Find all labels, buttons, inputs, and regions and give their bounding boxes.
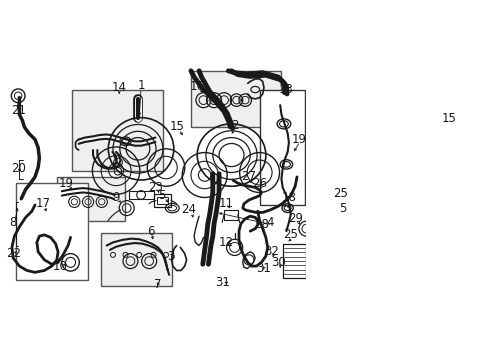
- Text: 20: 20: [11, 162, 25, 175]
- Text: 10: 10: [52, 260, 67, 273]
- Text: 15: 15: [440, 112, 455, 125]
- Text: 27: 27: [241, 170, 256, 183]
- Text: 5: 5: [158, 189, 165, 202]
- Bar: [128, 191, 153, 199]
- Bar: [101, 233, 172, 286]
- Text: 32: 32: [264, 245, 279, 258]
- Text: 3: 3: [166, 249, 174, 262]
- Text: 17: 17: [36, 197, 51, 210]
- Text: 25: 25: [333, 187, 347, 200]
- Text: 26: 26: [252, 177, 266, 190]
- Text: 29: 29: [287, 212, 302, 225]
- Text: 31: 31: [256, 262, 271, 275]
- Text: 28: 28: [253, 219, 268, 231]
- Text: 19: 19: [291, 133, 306, 146]
- Bar: [337, 204, 361, 238]
- Bar: [153, 194, 171, 207]
- Text: 4: 4: [266, 216, 273, 229]
- Bar: [259, 90, 304, 205]
- Text: 7: 7: [154, 278, 162, 291]
- Text: 23: 23: [148, 181, 163, 194]
- Bar: [57, 177, 125, 221]
- Text: 16: 16: [189, 80, 204, 93]
- Bar: [282, 244, 306, 278]
- Bar: [72, 90, 163, 171]
- Text: 12: 12: [219, 236, 234, 249]
- Bar: [224, 210, 237, 220]
- Bar: [191, 71, 281, 127]
- Text: 21: 21: [11, 104, 25, 117]
- Text: 15: 15: [169, 121, 183, 134]
- Text: 1: 1: [137, 79, 144, 92]
- Text: 22: 22: [6, 247, 20, 260]
- Text: 19: 19: [59, 177, 74, 190]
- Text: 18: 18: [281, 191, 296, 204]
- Bar: [16, 183, 88, 280]
- Text: 25: 25: [283, 228, 298, 242]
- Text: 11: 11: [219, 197, 234, 210]
- Text: 31: 31: [214, 276, 229, 289]
- Bar: [156, 198, 167, 204]
- Text: 9: 9: [112, 191, 120, 204]
- Text: 2: 2: [230, 118, 238, 132]
- Text: 8: 8: [9, 216, 17, 229]
- Text: 24: 24: [181, 203, 196, 216]
- Text: 30: 30: [270, 256, 285, 269]
- Text: 6: 6: [146, 225, 154, 238]
- Text: 14: 14: [111, 81, 126, 94]
- Text: 5: 5: [338, 202, 346, 215]
- Text: 13: 13: [279, 83, 293, 96]
